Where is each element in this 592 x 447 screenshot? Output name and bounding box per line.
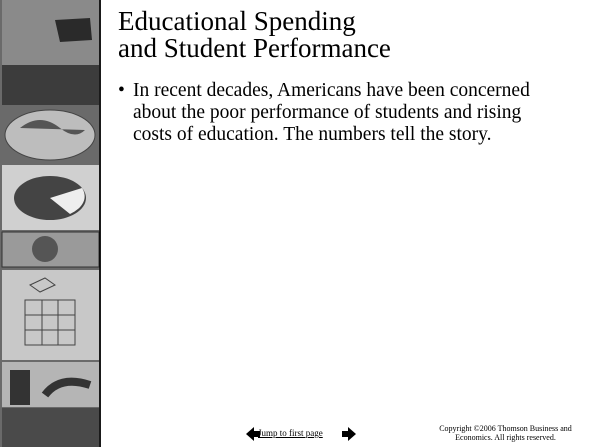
title-line: Educational Spending [118,8,391,35]
bullet-list: In recent decades, Americans have been c… [133,80,563,146]
copyright-line: Copyright ©2006 Thomson Business and [418,424,592,433]
bullet: In recent decades, Americans have been c… [133,80,563,146]
sidebar-art [0,0,101,447]
next-arrow[interactable] [342,427,356,441]
slide: Educational Spendingand Student Performa… [0,0,592,447]
title-line: and Student Performance [118,35,391,62]
copyright-line: Economics. All rights reserved. [418,433,592,442]
jump-link[interactable]: Jump to first page [258,428,323,438]
